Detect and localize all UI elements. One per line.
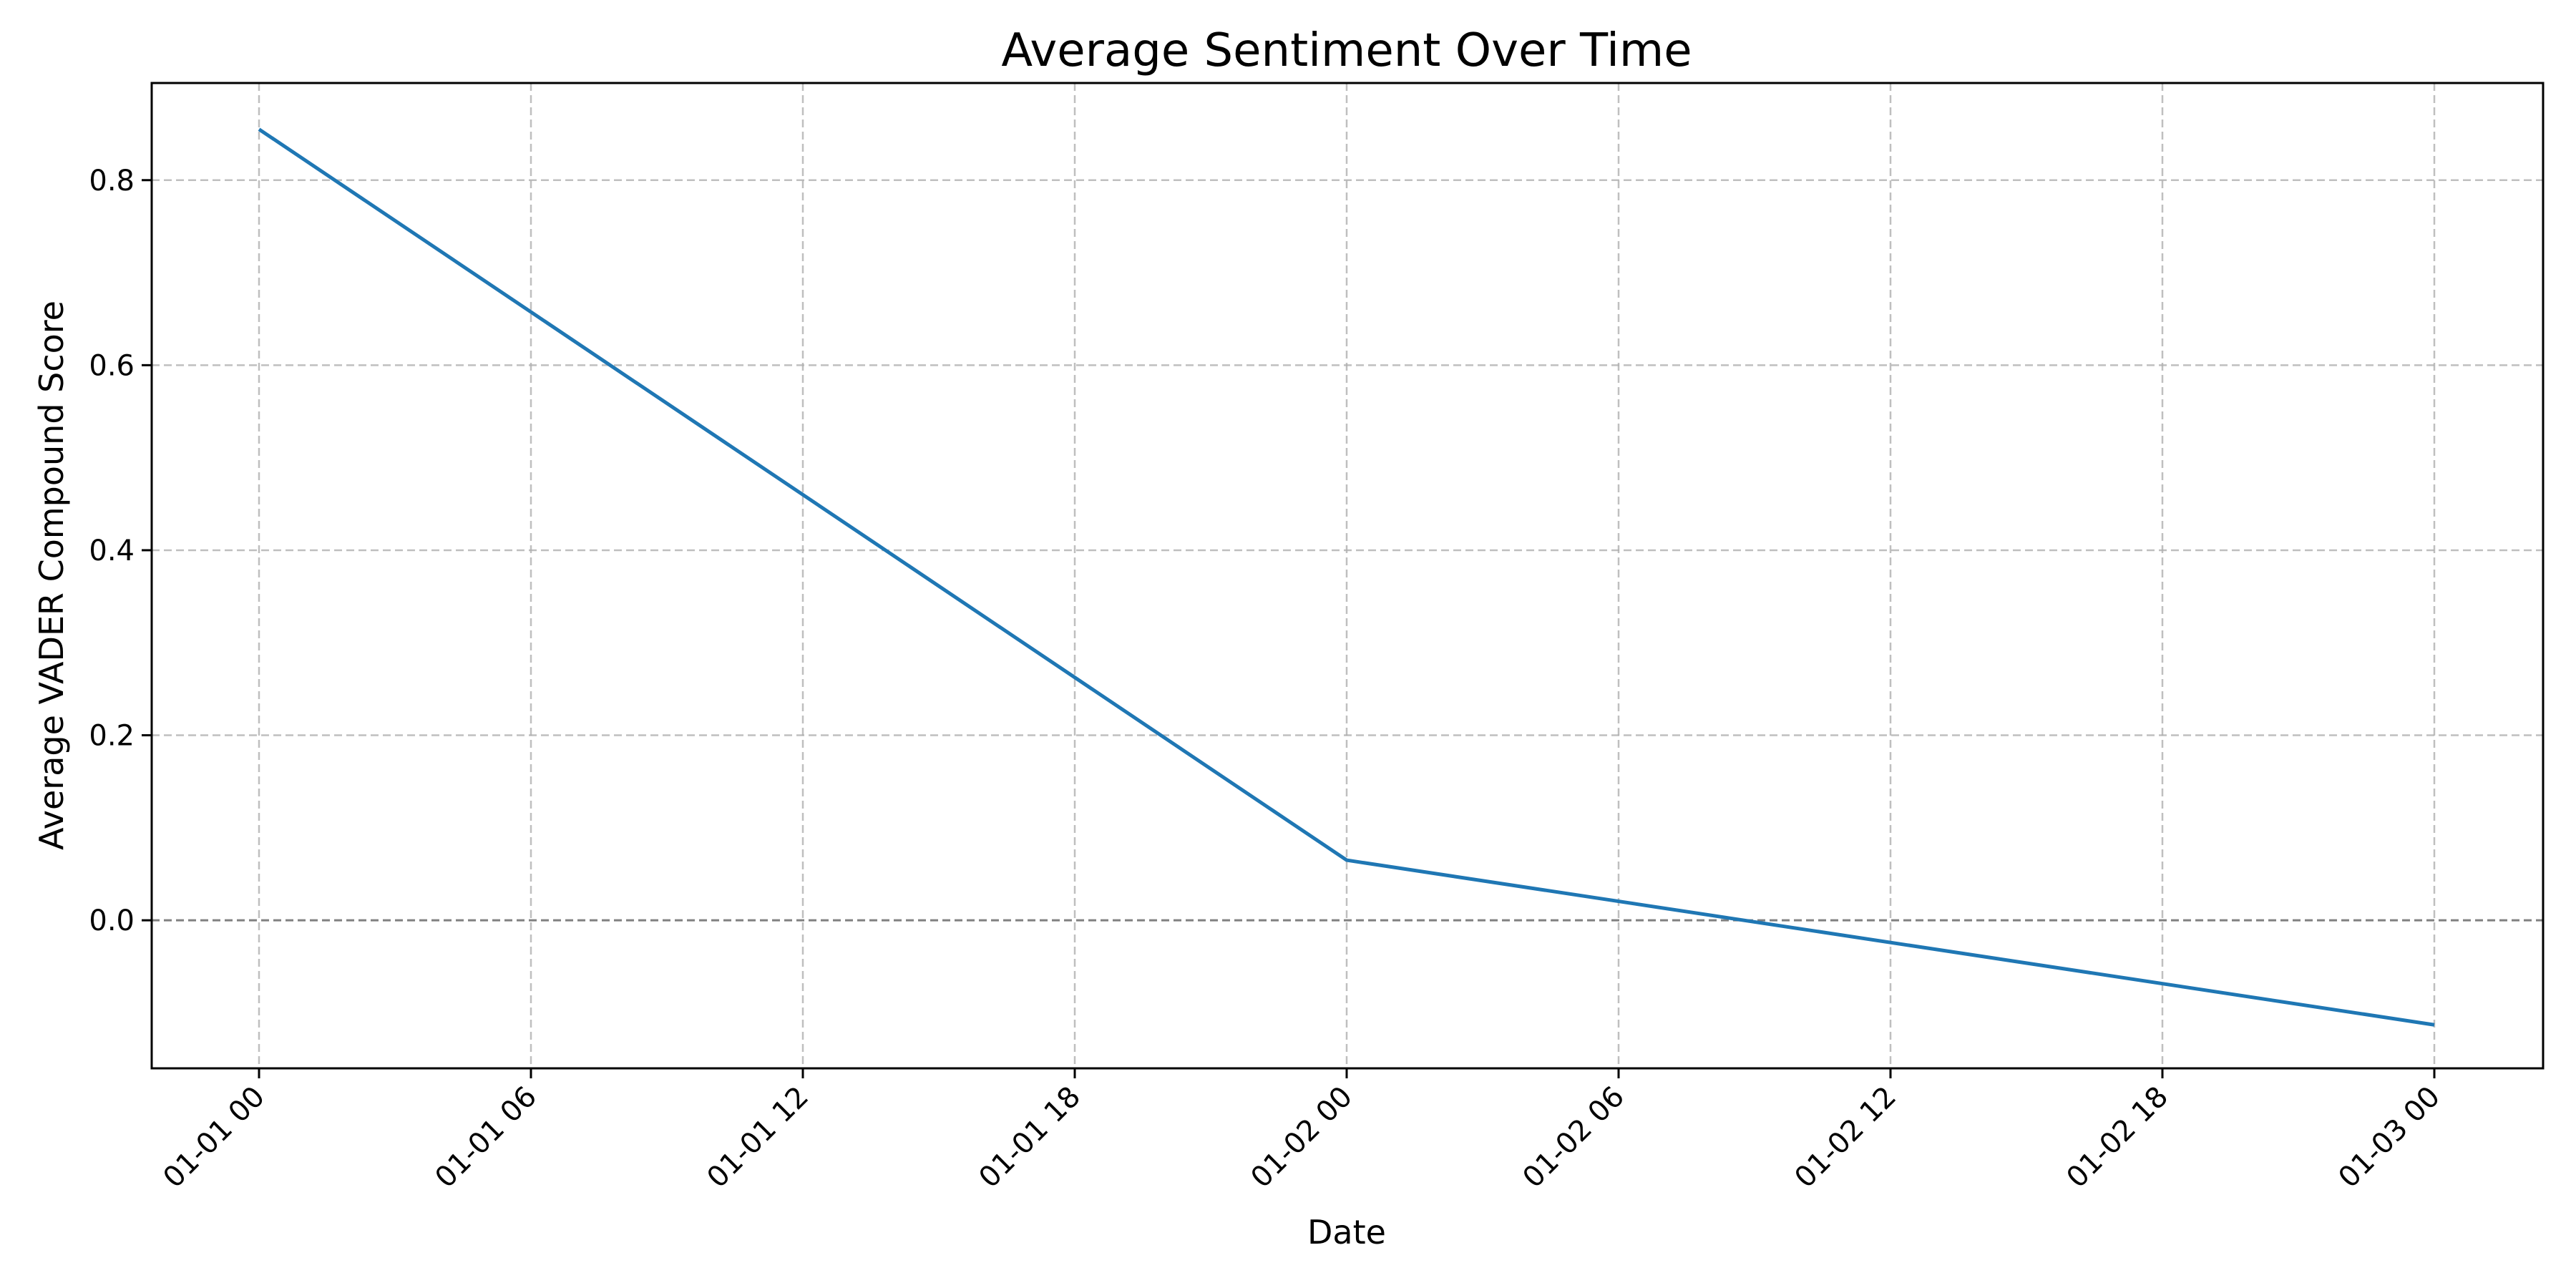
x-axis-label: Date <box>1307 1213 1386 1252</box>
grid <box>152 83 2543 1068</box>
chart-title: Average Sentiment Over Time <box>1001 24 1692 77</box>
y-tick-label: 0.4 <box>89 535 135 567</box>
y-tick-label: 0.2 <box>89 720 135 753</box>
series-group <box>258 127 2435 1027</box>
y-tick-label: 0.0 <box>89 904 135 937</box>
y-tick-label: 0.6 <box>89 349 135 382</box>
y-axis-label: Average VADER Compound Score <box>32 301 71 850</box>
y-axis-ticks: 0.0 0.2 0.4 0.6 0.8 <box>89 165 152 937</box>
y-tick-label: 0.8 <box>89 165 135 197</box>
